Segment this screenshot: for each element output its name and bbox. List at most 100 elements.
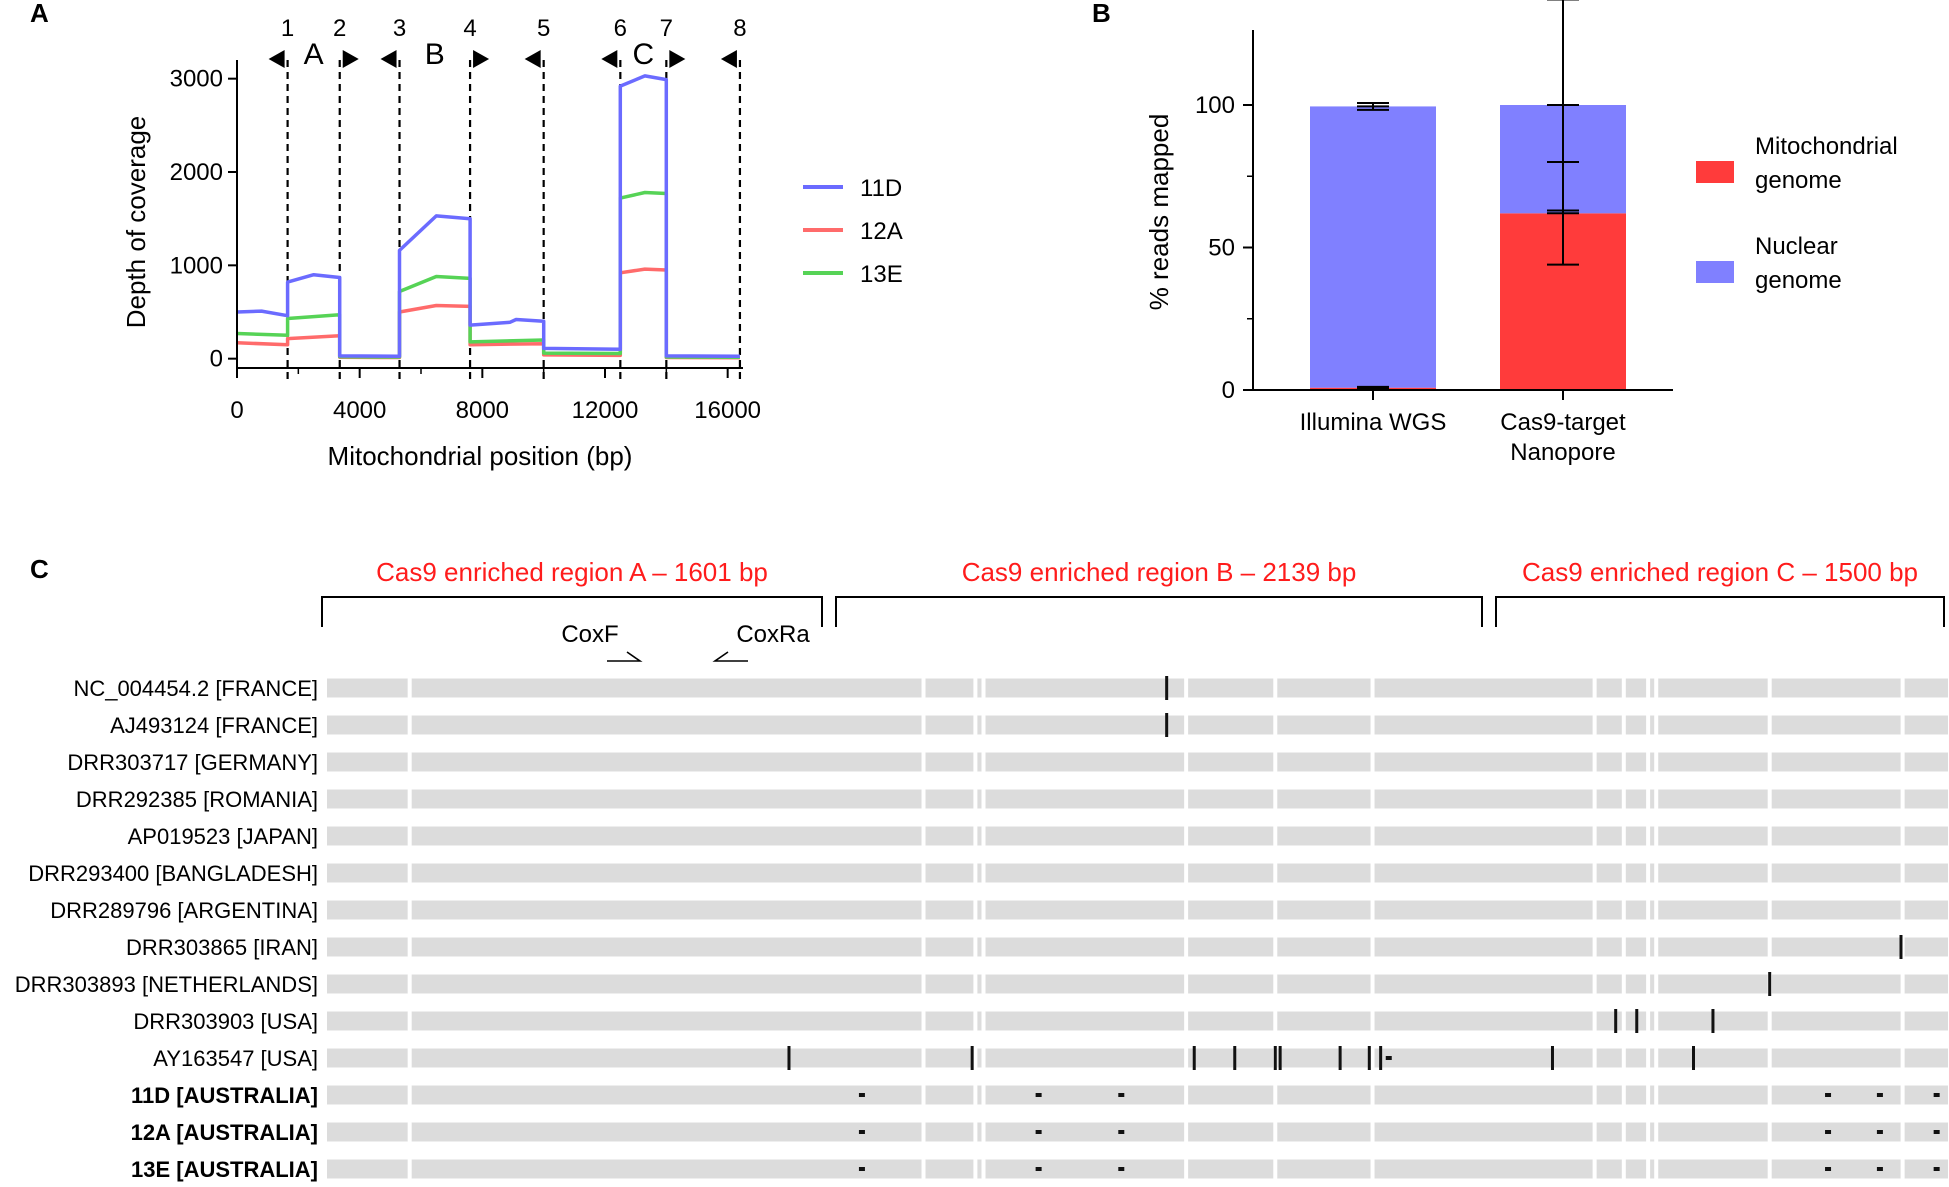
track-gap xyxy=(981,678,986,698)
track-gap xyxy=(921,1085,926,1105)
x-tick-label: 12000 xyxy=(572,397,639,424)
sample-name: DRR293400 [BANGLADESH] xyxy=(28,861,318,886)
track-gap xyxy=(1767,715,1772,735)
track-gap xyxy=(1900,826,1905,846)
track-gap xyxy=(1370,900,1375,920)
primer-arrow-coxra xyxy=(712,651,748,662)
b-legend-label-1: Nuclear genome xyxy=(1755,233,1842,294)
track-gap xyxy=(1767,1048,1772,1068)
track-gap xyxy=(973,1048,978,1068)
track-gap xyxy=(921,789,926,809)
indel-mark xyxy=(858,1167,865,1171)
alignment-row: DRR303717 [GERMANY] xyxy=(67,750,1948,775)
track-gap xyxy=(981,789,986,809)
track-gap xyxy=(1370,678,1375,698)
track-gap xyxy=(1273,1011,1278,1031)
cut-site-number-1: 1 xyxy=(281,15,294,42)
track-gap xyxy=(1370,1085,1375,1105)
indel-mark xyxy=(1825,1093,1832,1097)
track-gap xyxy=(1184,789,1189,809)
track-gap xyxy=(1646,1085,1651,1105)
track-gap xyxy=(1767,1011,1772,1031)
track-gap xyxy=(973,937,978,957)
sample-name: DRR303865 [IRAN] xyxy=(126,935,318,960)
track-gap xyxy=(1621,789,1626,809)
sequence-track xyxy=(327,1159,1948,1179)
track-gap xyxy=(1592,974,1597,994)
sequence-track xyxy=(327,900,1948,920)
track-gap xyxy=(1646,1159,1651,1179)
track-gap xyxy=(1592,900,1597,920)
track-gap xyxy=(1654,974,1659,994)
y-ticks: 0 1000 2000 3000 xyxy=(170,66,237,373)
sample-name: DRR303903 [USA] xyxy=(133,1009,318,1034)
track-gap xyxy=(1592,1085,1597,1105)
indel-mark xyxy=(1933,1167,1940,1171)
track-gap xyxy=(1621,937,1626,957)
cut-site-number-2: 2 xyxy=(333,15,346,42)
sample-name: 13E [AUSTRALIA] xyxy=(131,1157,318,1182)
cut-site-number-5: 5 xyxy=(537,15,550,42)
cut-site-arrow-8 xyxy=(720,50,737,68)
variant-mark xyxy=(1692,1046,1696,1070)
variant-mark xyxy=(1614,1009,1618,1033)
alignment-row: 11D [AUSTRALIA] xyxy=(131,1083,1948,1108)
track-gap xyxy=(1370,789,1375,809)
track-gap xyxy=(1184,715,1189,735)
track-gap xyxy=(1184,974,1189,994)
cut-site-number-3: 3 xyxy=(393,15,406,42)
track-gap xyxy=(1654,1085,1659,1105)
variant-mark xyxy=(787,1046,791,1070)
indel-mark xyxy=(858,1093,865,1097)
track-gap xyxy=(1184,937,1189,957)
cut-site-arrow-6 xyxy=(601,50,618,68)
b-y-tick-label: 50 xyxy=(1208,235,1235,262)
alignment-row: 12A [AUSTRALIA] xyxy=(131,1120,1948,1145)
track-gap xyxy=(1273,1159,1278,1179)
track-gap xyxy=(973,678,978,698)
track-gap xyxy=(1900,789,1905,809)
track-gap xyxy=(1370,1048,1375,1068)
track-gap xyxy=(981,937,986,957)
track-gap xyxy=(1767,900,1772,920)
track-gap xyxy=(1273,1085,1278,1105)
variant-mark xyxy=(1635,1009,1639,1033)
cut-site-arrow-5 xyxy=(524,50,541,68)
indel-mark xyxy=(1118,1167,1125,1171)
cut-site-arrow-3 xyxy=(380,50,397,68)
track-gap xyxy=(973,715,978,735)
track-gap xyxy=(1273,974,1278,994)
track-gap xyxy=(1646,863,1651,883)
track-gap xyxy=(1767,826,1772,846)
track-gap xyxy=(973,1159,978,1179)
track-gap xyxy=(1592,678,1597,698)
alignment-row: AP019523 [JAPAN] xyxy=(128,824,1948,849)
track-gap xyxy=(1184,1085,1189,1105)
cut-site-number-8: 8 xyxy=(733,15,746,42)
cut-site-arrow-4 xyxy=(473,50,490,68)
track-gap xyxy=(1184,863,1189,883)
track-gap xyxy=(1654,752,1659,772)
alignment-row: DRR303865 [IRAN] xyxy=(126,935,1948,960)
track-gap xyxy=(1900,1011,1905,1031)
track-gap xyxy=(1370,1122,1375,1142)
track-gap xyxy=(1900,974,1905,994)
track-gap xyxy=(1900,1048,1905,1068)
track-gap xyxy=(1767,1122,1772,1142)
track-gap xyxy=(1273,900,1278,920)
stacked-bars xyxy=(1310,105,1626,390)
indel-mark xyxy=(1035,1167,1042,1171)
track-gap xyxy=(1767,1085,1772,1105)
legend-label-11D: 11D xyxy=(860,175,902,202)
x-tick-label: 16000 xyxy=(694,397,761,424)
indel-mark xyxy=(1933,1130,1940,1134)
track-gap xyxy=(1767,678,1772,698)
region-labels: A B C xyxy=(304,38,655,71)
sample-name: AY163547 [USA] xyxy=(153,1046,318,1071)
region-title-1: Cas9 enriched region B – 2139 bp xyxy=(962,557,1357,587)
track-gap xyxy=(921,826,926,846)
sequence-track xyxy=(327,678,1948,698)
track-gap xyxy=(1370,974,1375,994)
track-gap xyxy=(1621,752,1626,772)
track-gap xyxy=(973,789,978,809)
